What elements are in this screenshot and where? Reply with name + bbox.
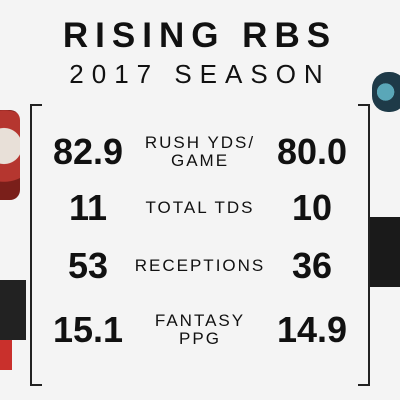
- page-subtitle: 2017 SEASON: [69, 59, 331, 89]
- stat-row-fantasy-ppg: 15.1 FANTASY PPG 14.9: [0, 302, 400, 358]
- page-title: RISING RBS: [62, 16, 338, 55]
- right-stat-value: 14.9: [276, 309, 348, 350]
- stat-label: RECEPTIONS: [130, 257, 270, 275]
- stat-label: TOTAL TDS: [130, 199, 270, 217]
- stat-label-line1: RUSH YDS/: [144, 133, 256, 152]
- right-bracket: [358, 104, 370, 386]
- stat-label-line1: FANTASY: [154, 311, 246, 330]
- right-stat-value: 80.0: [276, 131, 348, 172]
- stat-label-line1: TOTAL TDS: [145, 198, 255, 217]
- stat-row-rush-yds: 82.9 RUSH YDS/ GAME 80.0: [0, 124, 400, 180]
- right-player-photo: [370, 72, 400, 372]
- left-player-photo: [0, 100, 26, 370]
- left-stat-value: 11: [68, 187, 108, 228]
- stat-label-line2: PPG: [179, 329, 221, 348]
- left-stat-value: 15.1: [52, 309, 124, 350]
- stat-label-line1: RECEPTIONS: [134, 256, 266, 275]
- right-stat-value: 10: [291, 187, 333, 228]
- stat-label: FANTASY PPG: [130, 312, 270, 348]
- left-stat-value: 53: [67, 245, 109, 286]
- stat-label: RUSH YDS/ GAME: [130, 134, 270, 170]
- stat-row-receptions: 53 RECEPTIONS 36: [0, 238, 400, 294]
- stat-row-total-tds: 11 TOTAL TDS 10: [0, 180, 400, 236]
- right-stat-value: 36: [291, 245, 333, 286]
- left-stat-value: 82.9: [52, 131, 124, 172]
- stat-label-line2: GAME: [170, 151, 230, 170]
- left-bracket: [30, 104, 42, 386]
